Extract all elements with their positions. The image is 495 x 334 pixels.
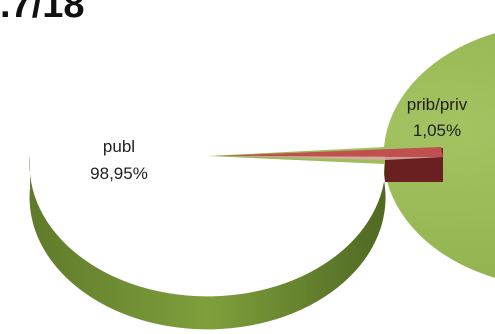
slice-label-prib-priv: prib/priv [407,95,468,114]
chart-title-fragment: .7/18 [0,0,85,26]
pie-slice-side-publ [29,147,386,330]
pie-slice-prib-priv-edge [217,156,443,160]
slice-percent-publ: 98,95% [90,164,148,183]
slice-label-publ: publ [103,137,135,156]
slice-percent-prib-priv: 1,05% [413,121,461,140]
pie-slice-prib-priv [217,147,443,157]
